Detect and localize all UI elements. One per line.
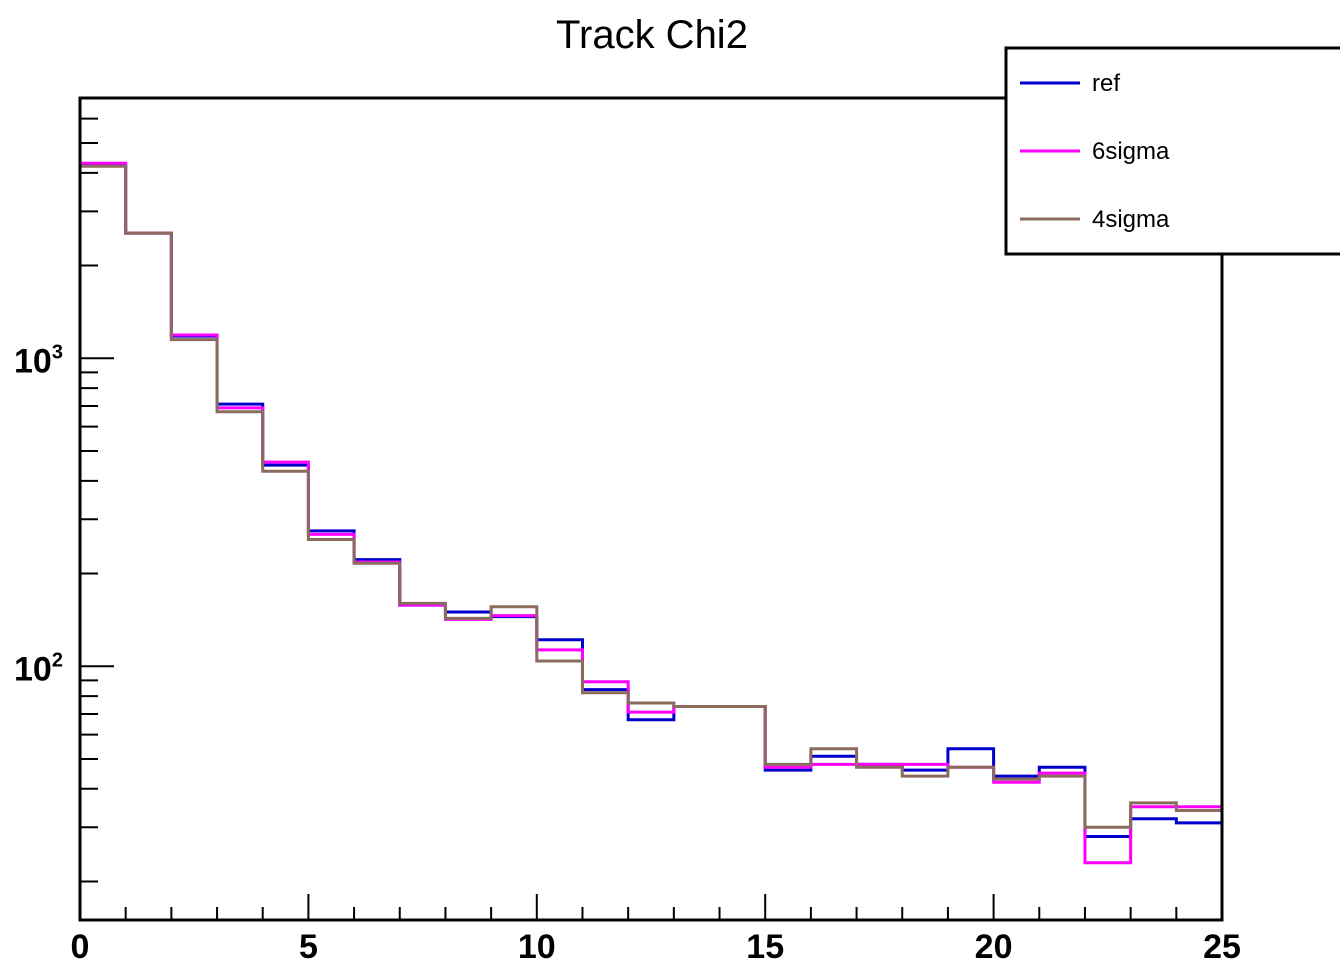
- legend: ref 6sigma 4sigma: [1004, 46, 1340, 256]
- y-tick-labels: 102 103: [14, 341, 63, 688]
- axis-ticks: [79, 97, 1223, 920]
- series-4sigma: [78, 164, 1222, 920]
- y-tick-label: 103: [14, 341, 63, 380]
- series-ref: [78, 163, 1222, 920]
- x-tick-label: 15: [746, 928, 784, 961]
- chart-title: Track Chi2: [556, 13, 748, 57]
- plot-frame: [78, 96, 1224, 922]
- x-tick-label: 10: [518, 928, 556, 961]
- x-tick-label: 5: [299, 928, 318, 961]
- series-layer: [78, 161, 1222, 920]
- legend-label-6sigma: 6sigma: [1092, 138, 1170, 165]
- x-tick-label: 25: [1203, 928, 1241, 961]
- x-tick-labels: 0 5 10 15 20 25: [71, 928, 1241, 961]
- x-tick-label: 20: [975, 928, 1013, 961]
- legend-label-ref: ref: [1092, 70, 1120, 97]
- y-tick-label: 102: [14, 649, 63, 688]
- legend-label-4sigma: 4sigma: [1092, 206, 1170, 233]
- series-6sigma: [78, 161, 1222, 920]
- x-tick-label: 0: [71, 928, 90, 961]
